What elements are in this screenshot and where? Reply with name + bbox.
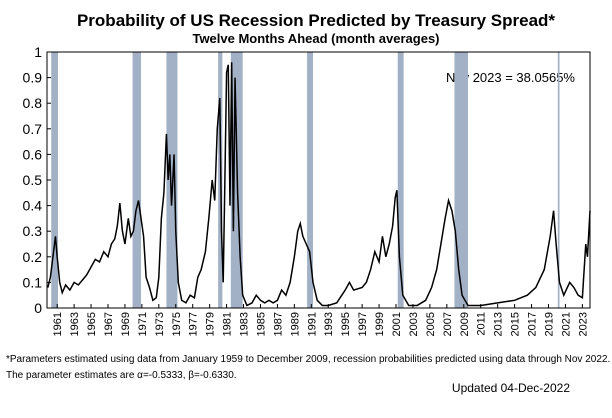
y-tick-label: 0.1 [23, 274, 43, 290]
x-tick-label: 2017 [527, 312, 539, 336]
x-tick-label: 1985 [255, 312, 267, 336]
recession-band [51, 52, 59, 308]
x-tick-label: 2011 [476, 312, 488, 336]
x-tick-label: 2003 [408, 312, 420, 336]
x-tick-label: 2007 [442, 312, 454, 336]
x-tick-label: 1983 [239, 312, 251, 336]
recession-band [454, 52, 469, 308]
data-line [47, 62, 591, 307]
x-tick-label: 1993 [323, 312, 335, 336]
y-tick-label: 1 [34, 44, 42, 60]
x-tick-label: 2013 [493, 312, 505, 336]
y-tick-label: 0 [34, 300, 42, 316]
x-tick-label: 1971 [137, 312, 149, 336]
x-tick-label: 1991 [306, 312, 318, 336]
recession-band [397, 52, 404, 308]
recession-band [307, 52, 313, 308]
plot-frame [46, 51, 591, 309]
footnote: *Parameters estimated using data from Ja… [6, 354, 610, 365]
x-tick-label: 1961 [52, 312, 64, 336]
footnote: The parameter estimates are α=-0.5333, β… [6, 370, 237, 381]
chart-subtitle: Twelve Months Ahead (month averages) [192, 31, 439, 46]
recession-band [132, 52, 142, 308]
x-tick-label: 1975 [171, 312, 183, 336]
y-tick-label: 0.5 [23, 172, 43, 188]
x-tick-label: 2005 [425, 312, 437, 336]
x-tick-label: 2019 [543, 312, 555, 336]
x-tick-label: 1989 [289, 312, 301, 336]
x-tick-label: 2023 [577, 312, 589, 336]
y-tick-label: 0.3 [23, 223, 43, 239]
y-tick-label: 0.7 [23, 121, 43, 137]
x-tick-label: 2015 [510, 312, 522, 336]
x-tick-label: 1987 [272, 312, 284, 336]
x-tick-label: 1977 [188, 312, 200, 336]
plot-area: 0 0.1 0.2 0.3 0.4 0.5 0.6 0.7 0.8 0.9 1 1961 1963 196… [23, 44, 591, 336]
y-tick-label: 0.8 [23, 95, 43, 111]
x-tick-label: 1963 [69, 312, 81, 336]
x-tick-label: 1967 [103, 312, 115, 336]
updated-note: Updated 04-Dec-2022 [452, 381, 570, 395]
x-tick-label: 1969 [120, 312, 132, 336]
x-tick-label: 1995 [340, 312, 352, 336]
recession-band [166, 52, 178, 308]
y-tick-label: 0.4 [23, 198, 43, 214]
chart-title: Probability of US Recession Predicted by… [77, 11, 555, 30]
annotation: Nov 2023 = 38.0565% [446, 70, 575, 85]
y-tick-label: 0.6 [23, 146, 43, 162]
x-tick-label: 1965 [86, 312, 98, 336]
recession-band [557, 52, 560, 308]
x-tick-label: 2009 [459, 312, 471, 336]
x-tick-label: 1979 [205, 312, 217, 336]
y-tick-label: 0.2 [23, 249, 43, 265]
x-tick-label: 1999 [374, 312, 386, 336]
x-tick-label: 1973 [154, 312, 166, 336]
x-tick-label: 2001 [391, 312, 403, 336]
x-tick-label: 2021 [560, 312, 572, 336]
x-tick-label: 1981 [222, 312, 234, 336]
x-tick-label: 1997 [357, 312, 369, 336]
y-tick-label: 0.9 [23, 70, 43, 86]
